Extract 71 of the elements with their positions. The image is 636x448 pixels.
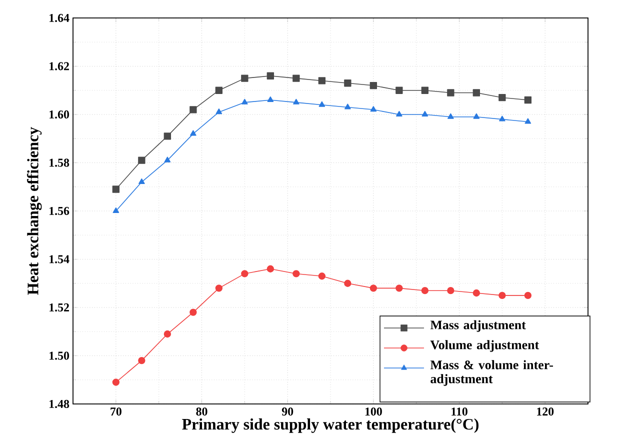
y-tick-label: 1.54 <box>50 255 70 264</box>
x-tick-label: 100 <box>365 408 382 416</box>
point <box>524 292 532 300</box>
point <box>498 292 506 300</box>
point <box>112 378 120 386</box>
y-tick-label: 1.50 <box>50 352 70 360</box>
point <box>318 272 326 280</box>
point <box>164 330 172 338</box>
point <box>241 270 248 278</box>
point <box>396 284 403 292</box>
x-tick-label: 80 <box>196 408 208 416</box>
point <box>215 86 223 94</box>
point <box>241 74 248 82</box>
point <box>524 96 532 104</box>
y-tick-label: 1.56 <box>50 206 70 216</box>
y-tick-label: 1.52 <box>50 303 69 312</box>
point <box>242 98 248 104</box>
point <box>138 356 146 364</box>
point <box>370 82 378 90</box>
point <box>421 287 429 294</box>
y-tick-label: 1.64 <box>50 14 70 22</box>
x-tick-label: 110 <box>452 408 468 416</box>
point <box>472 89 480 96</box>
point <box>473 113 480 119</box>
point <box>447 287 454 294</box>
point <box>344 104 351 110</box>
point <box>266 265 274 272</box>
y-axis-title: Heat exchange efficiency <box>26 127 42 295</box>
point <box>344 80 352 87</box>
point <box>292 270 300 278</box>
point <box>112 207 120 213</box>
legend-label: Mass & volume inter-adjustment <box>430 360 553 386</box>
point <box>370 106 377 112</box>
point <box>344 280 352 287</box>
point <box>421 86 429 94</box>
point <box>499 116 506 122</box>
x-axis-title: Primary side supply water temperature(°C) <box>182 418 478 433</box>
legend-label: Volume adjustment <box>430 340 540 352</box>
point <box>266 72 274 80</box>
legend-label: Mass adjustment <box>430 320 526 332</box>
point <box>447 89 454 96</box>
x-tick-label: 70 <box>110 408 122 416</box>
y-tick-label: 1.60 <box>50 110 70 119</box>
point <box>472 289 480 297</box>
point <box>164 156 171 162</box>
point <box>267 96 274 102</box>
x-tick-label: 120 <box>537 408 554 416</box>
point <box>318 101 326 107</box>
y-tick-label: 1.48 <box>50 400 70 408</box>
point <box>190 130 196 136</box>
x-tick-label: 90 <box>282 408 294 416</box>
point <box>448 113 454 119</box>
point <box>396 110 402 116</box>
point <box>215 284 223 292</box>
point <box>318 77 326 84</box>
point <box>216 108 222 114</box>
point <box>164 132 172 140</box>
point <box>112 186 120 193</box>
point <box>498 94 506 102</box>
point <box>190 106 197 114</box>
point <box>138 178 145 184</box>
point <box>396 86 403 94</box>
point <box>370 284 378 292</box>
point <box>524 118 532 124</box>
point <box>293 98 300 104</box>
y-tick-label: 1.62 <box>50 62 69 70</box>
y-tick-label: 1.58 <box>50 158 70 167</box>
point <box>190 308 197 316</box>
point <box>422 110 428 116</box>
point <box>138 156 146 164</box>
point <box>292 74 300 82</box>
